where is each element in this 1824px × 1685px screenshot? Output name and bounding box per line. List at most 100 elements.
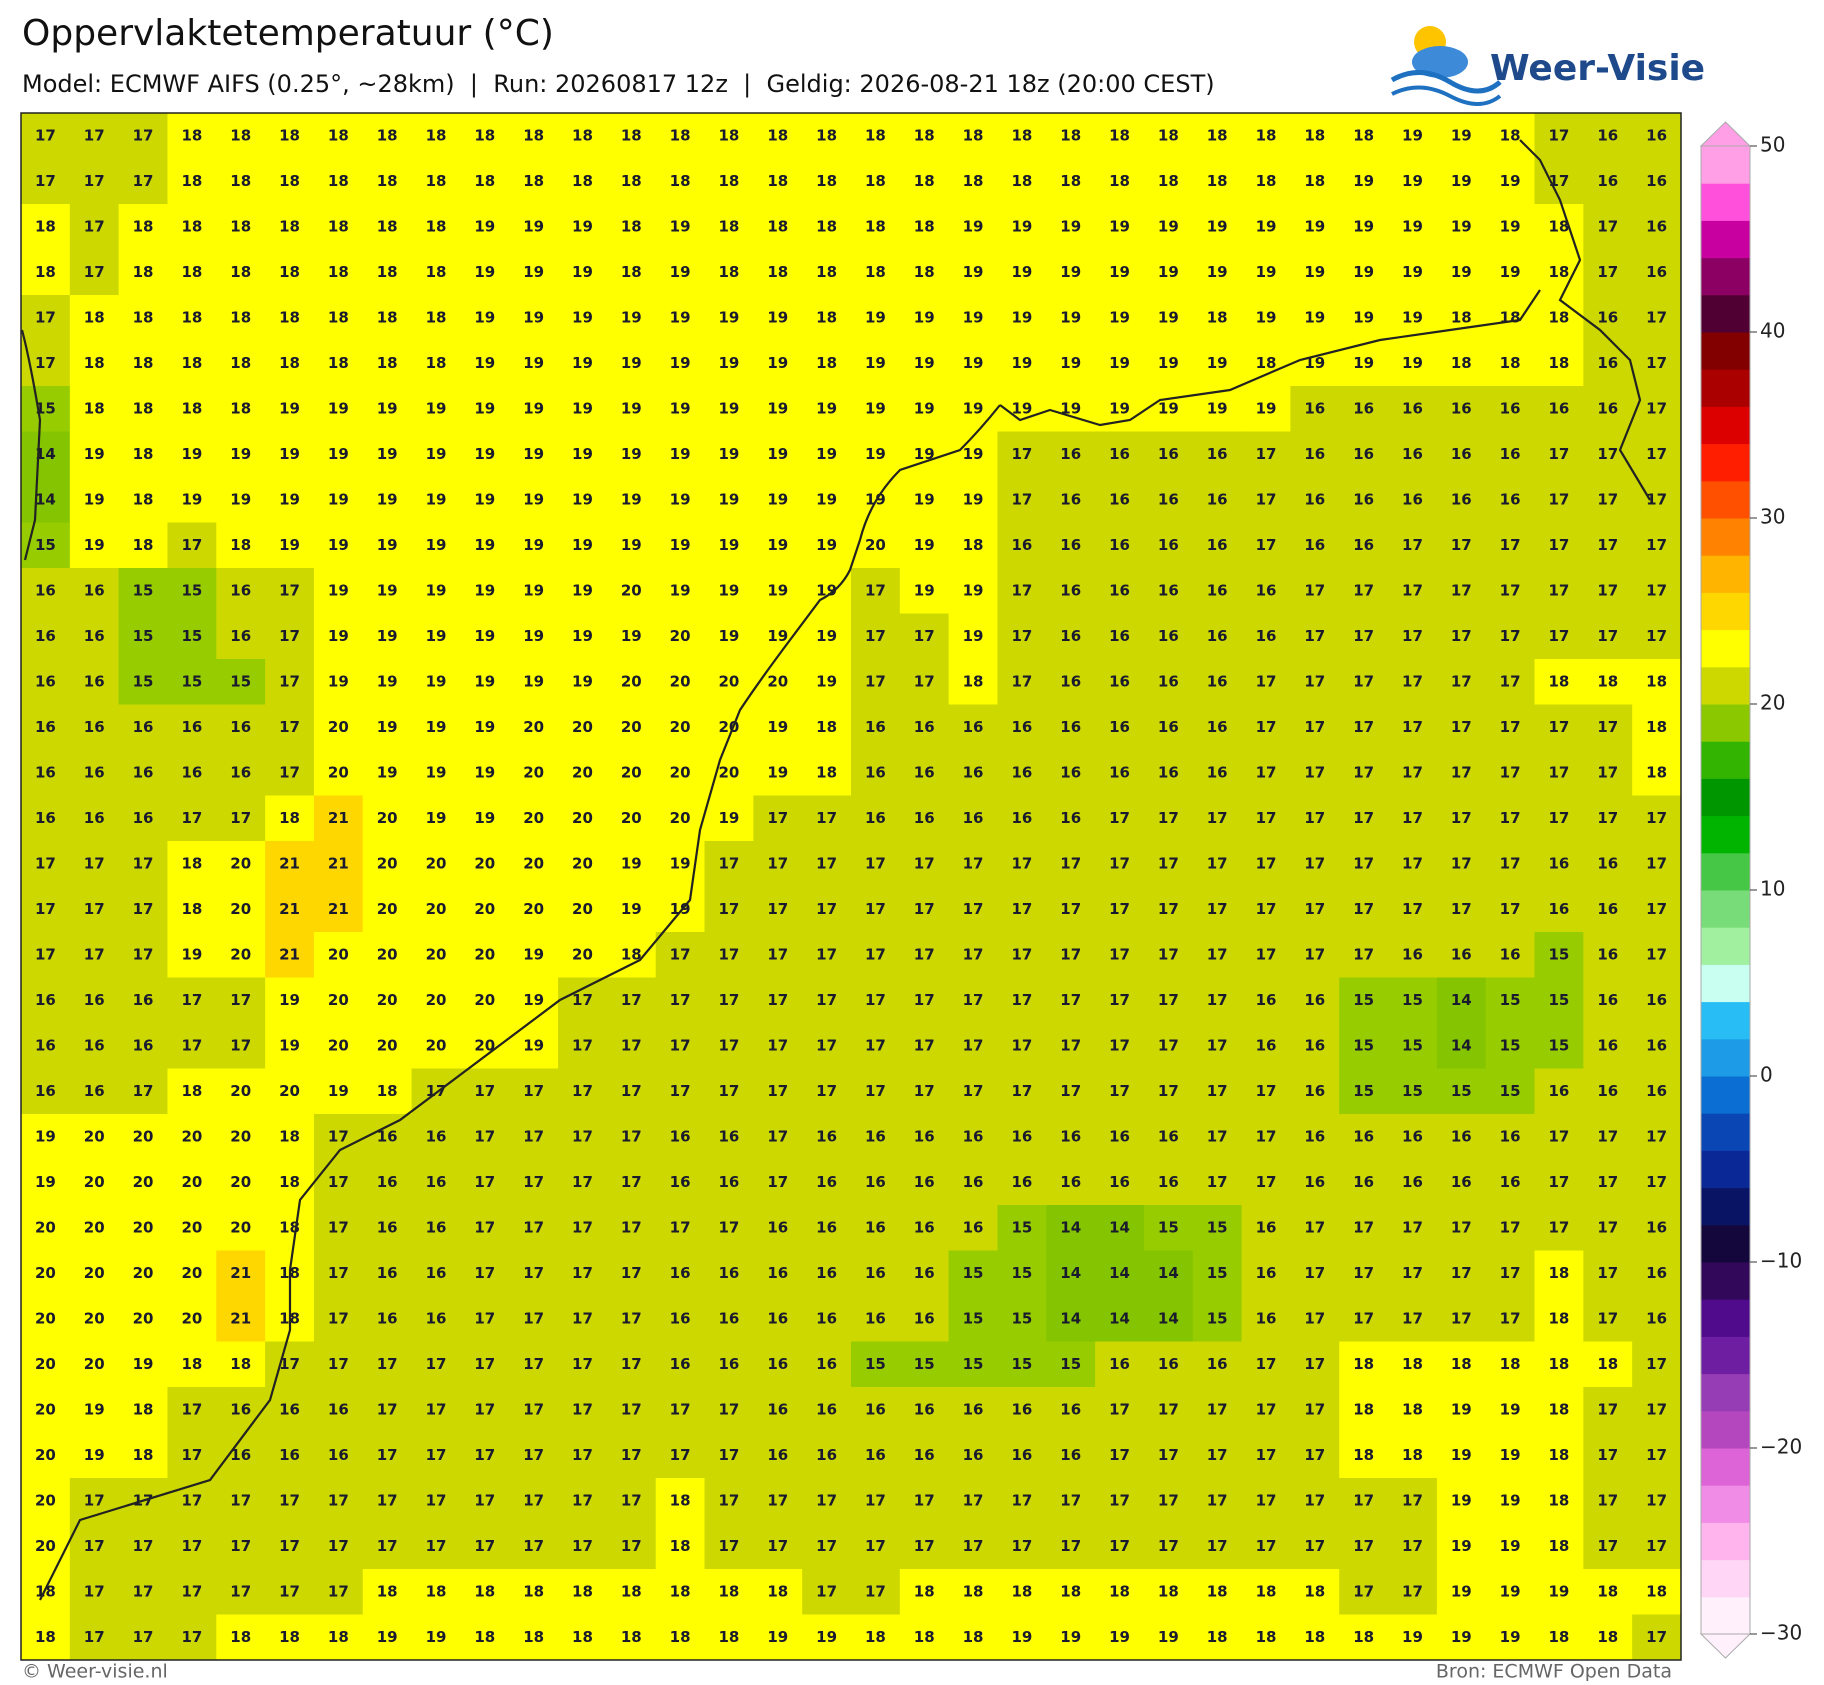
temperature-label: 17: [181, 1582, 202, 1600]
temperature-label: 17: [1207, 1127, 1228, 1145]
temperature-cell: [899, 1478, 950, 1524]
temperature-cell: [558, 295, 608, 341]
temperature-label: 19: [474, 672, 495, 690]
temperature-cell: [1339, 1068, 1389, 1115]
temperature-cell: [1583, 386, 1633, 432]
temperature-label: 16: [1060, 1400, 1081, 1418]
temperature-label: 18: [1353, 1400, 1374, 1418]
temperature-label: 16: [1304, 1127, 1325, 1145]
temperature-cell: [1095, 1569, 1145, 1615]
temperature-cell: [753, 158, 803, 205]
temperature-cell: [802, 1523, 852, 1570]
temperature-label: 16: [767, 1400, 788, 1418]
temperature-cell: [1534, 431, 1584, 478]
temperature-cell: [167, 1205, 217, 1251]
temperature-cell: [655, 1614, 706, 1661]
temperature-cell: [509, 1159, 559, 1206]
temperature-cell: [1143, 295, 1194, 341]
temperature-cell: [558, 204, 608, 250]
temperature-cell: [1632, 1114, 1682, 1160]
temperature-cell: [411, 1523, 461, 1570]
temperature-label: 16: [865, 809, 886, 827]
temperature-cell: [460, 113, 510, 159]
temperature-label: 19: [84, 490, 105, 508]
temperature-label: 18: [1597, 1582, 1618, 1600]
temperature-cell: [1095, 1114, 1145, 1160]
temperature-label: 18: [84, 354, 105, 372]
temperature-cell: [802, 704, 852, 751]
temperature-label: 17: [279, 1537, 300, 1555]
temperature-label: 17: [1500, 536, 1521, 554]
temperature-label: 17: [1402, 900, 1423, 918]
temperature-label: 16: [1402, 1127, 1423, 1145]
temperature-label: 17: [1646, 490, 1667, 508]
temperature-cell: [313, 568, 364, 614]
temperature-label: 20: [328, 1036, 349, 1054]
temperature-cell: [1143, 477, 1194, 523]
temperature-cell: [216, 1569, 266, 1615]
temperature-cell: [753, 659, 803, 705]
temperature-label: 17: [1256, 1491, 1277, 1509]
temperature-cell: [558, 1432, 608, 1479]
temperature-cell: [1632, 977, 1682, 1024]
temperature-cell: [753, 386, 803, 432]
temperature-label: 18: [1353, 1446, 1374, 1464]
temperature-label: 19: [719, 445, 740, 463]
temperature-label: 19: [1353, 308, 1374, 326]
temperature-cell: [460, 704, 510, 751]
temperature-cell: [1632, 1296, 1682, 1342]
temperature-label: 19: [670, 581, 691, 599]
temperature-cell: [1192, 1023, 1243, 1069]
temperature-cell: [216, 841, 266, 887]
temperature-cell: [655, 113, 706, 159]
temperature-cell: [802, 1387, 852, 1433]
temperature-label: 17: [1207, 900, 1228, 918]
temperature-cell: [411, 249, 461, 296]
temperature-cell: [851, 1068, 901, 1115]
temperature-cell: [1143, 386, 1194, 432]
temperature-label: 14: [1060, 1264, 1081, 1282]
temperature-label: 18: [816, 354, 837, 372]
colorbar-segment: [1701, 257, 1750, 296]
temperature-cell: [606, 204, 657, 250]
temperature-cell: [1339, 659, 1389, 705]
temperature-cell: [21, 886, 71, 933]
temperature-label: 16: [914, 763, 935, 781]
temperature-label: 17: [474, 1218, 495, 1236]
temperature-cell: [411, 1159, 461, 1206]
temperature-label: 17: [816, 1537, 837, 1555]
temperature-cell: [1436, 249, 1487, 296]
temperature-cell: [118, 977, 168, 1024]
temperature-label: 20: [328, 991, 349, 1009]
temperature-cell: [1339, 1341, 1389, 1388]
temperature-cell: [704, 522, 754, 569]
temperature-cell: [1192, 1432, 1243, 1479]
temperature-label: 18: [523, 1628, 544, 1646]
temperature-cell: [21, 1432, 71, 1479]
temperature-label: 17: [865, 581, 886, 599]
temperature-label: 18: [426, 308, 447, 326]
temperature-cell: [1436, 522, 1487, 569]
temperature-cell: [1192, 1614, 1243, 1661]
temperature-cell: [118, 386, 168, 432]
temperature-label: 18: [816, 763, 837, 781]
temperature-label: 16: [1646, 1218, 1667, 1236]
temperature-label: 19: [572, 490, 593, 508]
temperature-cell: [362, 1159, 413, 1206]
colorbar-segment: [1701, 778, 1750, 817]
temperature-cell: [802, 340, 852, 387]
temperature-cell: [1583, 750, 1633, 796]
temperature-label: 19: [328, 445, 349, 463]
temperature-cell: [655, 886, 706, 933]
temperature-cell: [1046, 568, 1096, 614]
temperature-cell: [69, 1614, 120, 1661]
temperature-label: 16: [35, 763, 56, 781]
temperature-cell: [313, 613, 364, 660]
temperature-cell: [167, 386, 217, 432]
subtitle: Model: ECMWF AIFS (0.25°, ~28km) | Run: …: [22, 70, 1215, 98]
temperature-cell: [1241, 204, 1291, 250]
temperature-cell: [1095, 1341, 1145, 1388]
temperature-cell: [1339, 1569, 1389, 1615]
temperature-label: 19: [426, 581, 447, 599]
